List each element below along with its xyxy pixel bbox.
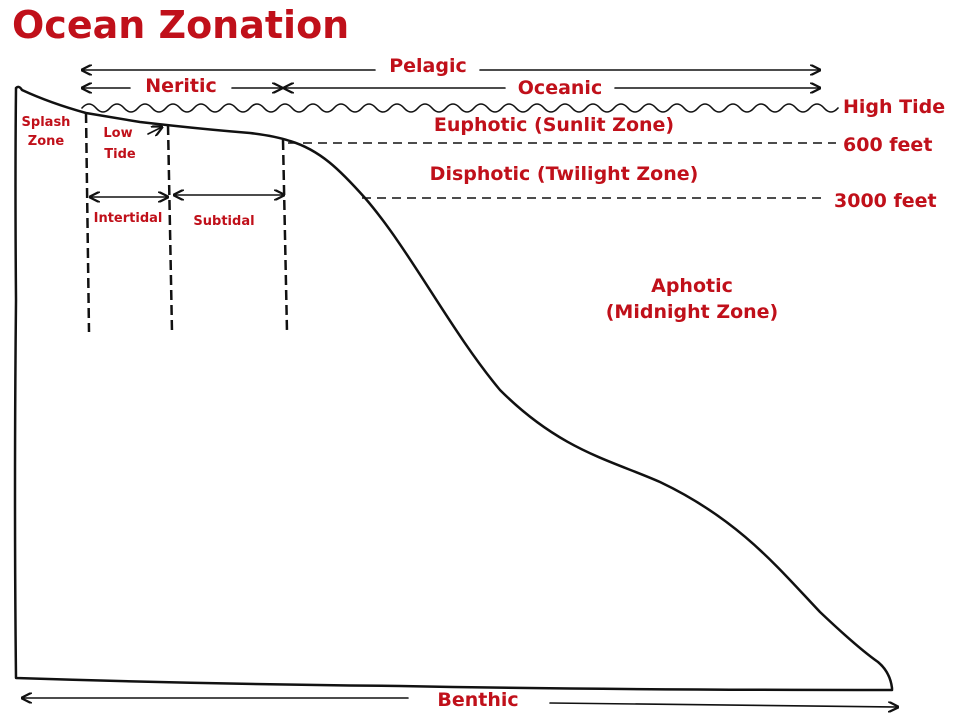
diagram-title: Ocean Zonation — [12, 3, 349, 47]
low-tide-sub-label: Tide — [104, 147, 136, 162]
600-feet-label: 600 feet — [843, 134, 932, 156]
intertidal-label: Intertidal — [94, 211, 163, 226]
sea-surface-wave — [81, 103, 839, 113]
splash-zone-label: Splash — [22, 115, 71, 130]
oceanic-label: Oceanic — [518, 77, 602, 99]
low-tide-arrow — [147, 127, 162, 134]
pelagic-label: Pelagic — [389, 55, 467, 77]
benthic-span: Benthic — [22, 689, 898, 711]
aphotic-sub-label: (Midnight Zone) — [606, 301, 779, 323]
subtidal-label: Subtidal — [193, 214, 254, 229]
splash-zone-boundary — [84, 112, 91, 333]
aphotic-label: Aphotic — [651, 275, 733, 297]
low-tide-boundary — [166, 124, 174, 333]
seafloor-outline — [13, 85, 894, 692]
neritic-span: Neritic — [82, 75, 282, 97]
shelf-edge-boundary — [281, 139, 289, 333]
disphotic-label: Disphotic (Twilight Zone) — [430, 163, 699, 185]
splash-zone-sub-label: Zone — [28, 134, 65, 149]
neritic-label: Neritic — [145, 75, 217, 97]
3000-feet-label: 3000 feet — [834, 190, 937, 212]
low-tide-label: Low — [103, 126, 132, 141]
high-tide-label: High Tide — [843, 96, 945, 118]
benthic-label: Benthic — [437, 689, 518, 711]
pelagic-span: Pelagic — [82, 55, 820, 77]
euphotic-label: Euphotic (Sunlit Zone) — [434, 114, 674, 136]
oceanic-span: Oceanic — [284, 77, 820, 99]
